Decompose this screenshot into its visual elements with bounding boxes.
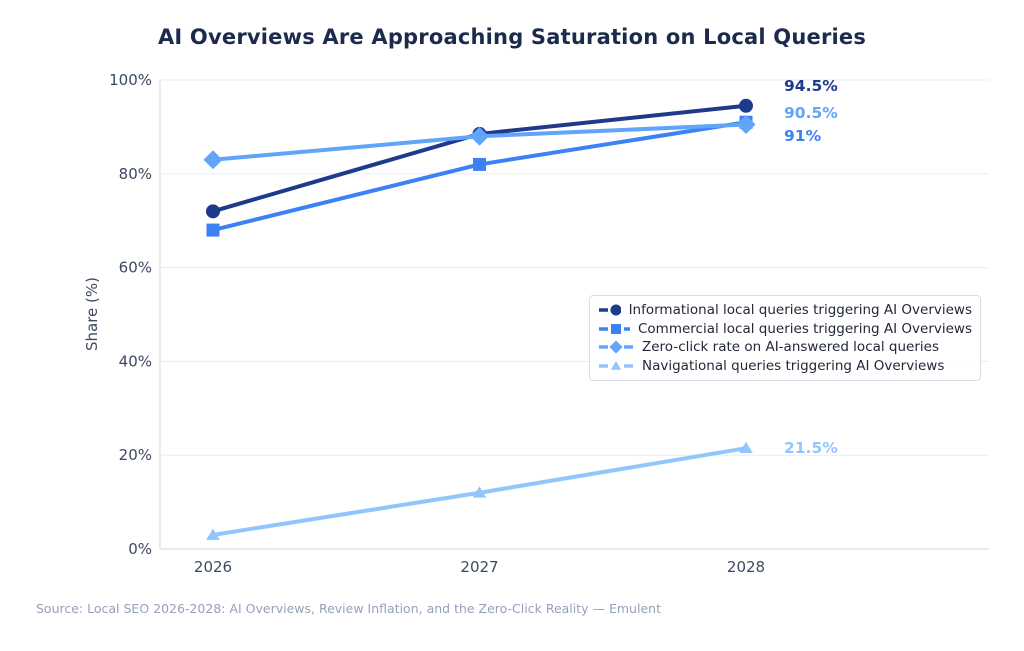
y-tick-label: 20% [119,446,152,464]
end-value-label: 90.5% [784,104,838,122]
marker-circle [206,204,220,219]
y-tick-label: 40% [119,352,152,370]
marker-square [473,157,486,171]
marker-square [206,223,220,237]
legend-item-label: Navigational queries triggering AI Overv… [642,357,945,374]
end-value-label: 21.5% [784,439,838,457]
y-tick-label: 80% [119,165,152,183]
marker-circle [739,98,753,113]
x-tick-label: 2026 [194,558,232,576]
legend-marker-square-icon [599,323,630,334]
chart-title: AI Overviews Are Approaching Saturation … [157,25,867,49]
legend-item: Zero-click rate on AI-answered local que… [598,339,972,355]
marker-diamond [203,150,223,170]
x-tick-label: 2027 [460,558,498,576]
marker-diamond [736,115,756,135]
y-tick-label: 60% [119,259,152,277]
legend-marker-circle-icon [599,304,621,316]
source-text: Source: Local SEO 2026-2028: AI Overview… [36,601,661,616]
legend-item: Informational local queries triggering A… [598,302,972,318]
marker-triangle [206,528,220,540]
legend-item: Navigational queries triggering AI Overv… [598,358,972,374]
marker-triangle [739,441,753,454]
end-value-label: 91% [784,127,822,145]
marker-diamond [470,126,489,146]
marker-triangle [472,486,487,498]
legend-item-label: Informational local queries triggering A… [628,302,972,319]
y-axis-title: Share (%) [83,277,101,351]
x-tick-label: 2028 [727,558,765,576]
y-tick-label: 0% [128,540,152,558]
legend-marker-diamond-icon [599,340,633,354]
y-tick-label: 100% [109,71,152,89]
legend-item-label: Zero-click rate on AI-answered local que… [642,339,939,356]
legend-item-label: Commercial local queries triggering AI O… [638,320,972,337]
legend: Informational local queries triggering A… [589,295,981,381]
end-value-label: 94.5% [784,77,838,95]
legend-marker-triangle-icon [599,360,633,370]
legend-item: Commercial local queries triggering AI O… [598,321,972,337]
